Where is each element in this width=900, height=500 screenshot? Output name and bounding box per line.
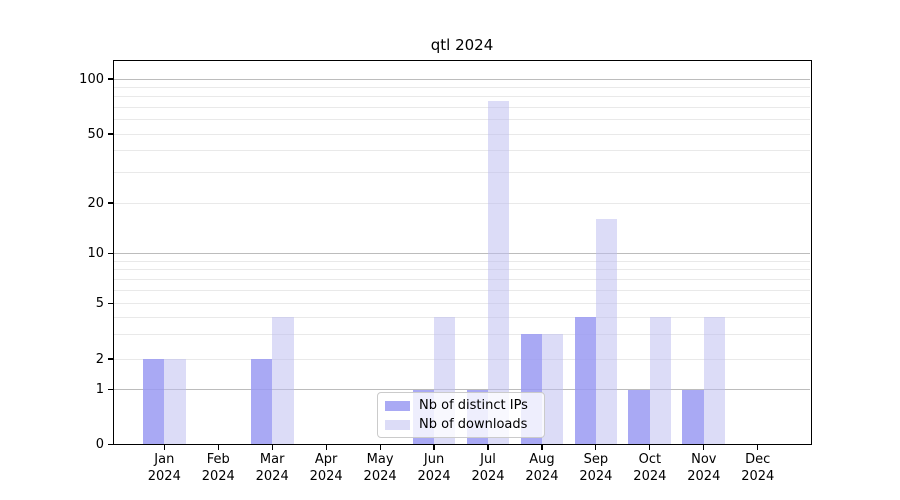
x-tick-label: Mar 2024 — [255, 452, 289, 484]
axis-spine-right — [810, 60, 812, 445]
x-tick-label: Feb 2024 — [201, 452, 235, 484]
bar-downloads — [703, 317, 726, 444]
y-tick-label: 1 — [95, 382, 104, 397]
gridline-minor — [114, 358, 810, 360]
gridline-minor — [114, 333, 810, 335]
legend-item-label: Nb of downloads — [419, 417, 528, 432]
gridline-minor — [114, 260, 810, 262]
x-tick-mark — [379, 445, 381, 450]
gridline-minor — [114, 289, 810, 291]
legend-swatch-downloads — [385, 419, 410, 430]
gridline-major — [114, 78, 810, 80]
gridline-minor — [114, 150, 810, 152]
y-tick-mark — [107, 202, 113, 204]
x-tick-mark — [325, 445, 327, 450]
y-tick-mark — [107, 358, 113, 360]
y-tick-mark — [107, 388, 113, 391]
gridline-minor — [114, 303, 810, 304]
x-tick-label: Aug 2024 — [525, 452, 559, 484]
gridline-minor — [114, 202, 810, 204]
y-tick-label: 100 — [79, 71, 104, 87]
gridline-minor — [114, 96, 810, 98]
legend-item-label: Nb of distinct IPs — [419, 398, 528, 413]
x-tick-label: Jun 2024 — [417, 452, 451, 484]
x-tick-label: Dec 2024 — [741, 452, 775, 484]
x-tick-label: May 2024 — [363, 452, 397, 484]
bar-downloads — [164, 359, 186, 444]
gridline-major — [114, 389, 810, 390]
y-tick-label: 50 — [87, 126, 104, 142]
x-tick-mark — [163, 445, 165, 450]
y-tick-mark — [107, 133, 113, 135]
bar-distinct-ips — [142, 359, 165, 444]
x-tick-label: Jan 2024 — [147, 452, 181, 484]
gridline-minor — [114, 86, 810, 88]
x-tick-mark — [649, 445, 651, 450]
y-tick-label: 5 — [95, 296, 104, 311]
gridline-minor — [114, 119, 810, 121]
x-tick-mark — [541, 445, 543, 450]
bar-distinct-ips — [682, 389, 704, 444]
bar-distinct-ips — [574, 317, 596, 444]
legend-item: Nb of distinct IPs — [385, 398, 544, 414]
y-tick-mark — [107, 443, 113, 446]
y-tick-mark — [107, 78, 113, 80]
y-tick-label: 20 — [87, 195, 104, 211]
bar-downloads — [595, 219, 618, 444]
gridline-minor — [114, 171, 810, 173]
y-tick-label: 2 — [95, 351, 104, 367]
bar-downloads — [541, 334, 564, 444]
x-tick-label: Apr 2024 — [309, 452, 343, 484]
axis-spine-left — [112, 60, 115, 445]
x-tick-label: Jul 2024 — [471, 452, 505, 484]
x-tick-label: Sep 2024 — [579, 452, 613, 484]
x-tick-label: Nov 2024 — [687, 452, 721, 484]
bar-distinct-ips — [250, 359, 273, 444]
x-tick-mark — [757, 445, 759, 450]
bar-downloads — [272, 317, 294, 444]
legend-swatch-distinct-ips — [385, 400, 410, 411]
axis-spine-top — [112, 60, 812, 62]
y-tick-label: 0 — [95, 437, 104, 452]
legend-item: Nb of downloads — [385, 417, 544, 433]
y-tick-mark — [107, 302, 113, 305]
x-tick-label: Oct 2024 — [633, 452, 667, 484]
gridline-minor — [114, 106, 810, 108]
bar-distinct-ips — [628, 389, 650, 444]
x-tick-mark — [271, 445, 273, 450]
axis-spine-bottom — [112, 443, 812, 445]
gridline-minor — [114, 278, 810, 280]
gridline-minor — [114, 133, 810, 135]
x-tick-mark — [433, 445, 435, 450]
y-tick-mark — [107, 252, 113, 255]
x-tick-mark — [595, 445, 597, 450]
bar-downloads — [649, 317, 672, 444]
x-tick-mark — [217, 445, 219, 450]
x-tick-mark — [703, 445, 705, 450]
bar-downloads — [488, 100, 510, 444]
gridline-minor — [114, 269, 810, 271]
gridline-minor — [114, 316, 810, 318]
legend: Nb of distinct IPs Nb of downloads — [377, 392, 545, 438]
x-tick-mark — [487, 445, 489, 450]
gridline-major — [114, 253, 810, 254]
chart-title: qtl 2024 — [430, 36, 494, 54]
y-tick-label: 10 — [87, 246, 104, 261]
